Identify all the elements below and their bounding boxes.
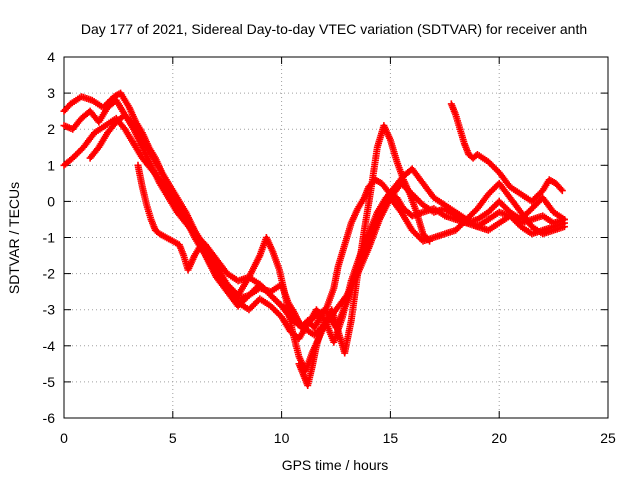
y-tick-label: -5 — [43, 374, 56, 390]
y-tick-label: 3 — [47, 85, 55, 101]
series-b — [60, 114, 568, 346]
y-tick-label: -2 — [43, 266, 56, 282]
y-tick-label: -1 — [43, 230, 56, 246]
y-tick-label: 0 — [47, 193, 55, 209]
data-point — [557, 185, 565, 193]
data-points — [60, 89, 568, 390]
data-point — [320, 318, 328, 326]
y-axis-title: SDTVAR / TECUs — [6, 182, 22, 294]
data-point — [424, 236, 432, 244]
y-tick-label: 2 — [47, 121, 55, 137]
grid-lines — [64, 57, 608, 418]
series-e — [134, 122, 434, 375]
x-tick-label: 20 — [491, 430, 507, 446]
chart-title: Day 177 of 2021, Sidereal Day-to-day VTE… — [81, 21, 587, 37]
data-point — [560, 215, 568, 223]
x-tick-label: 15 — [383, 430, 399, 446]
y-tick-label: 1 — [47, 157, 55, 173]
data-point — [560, 223, 568, 231]
y-tick-label: -3 — [43, 302, 56, 318]
x-axis-title: GPS time / hours — [282, 457, 389, 473]
y-tick-label: -4 — [43, 338, 56, 354]
axis-ticks: 0 5 10 15 20 25 -6 -5 -4 -3 -2 -1 0 1 2 3 4 — [43, 49, 616, 446]
y-tick-label: -6 — [43, 410, 56, 426]
series-d — [86, 111, 568, 332]
x-tick-label: 10 — [274, 430, 290, 446]
data-point — [558, 187, 566, 195]
x-tick-label: 0 — [60, 430, 68, 446]
x-tick-label: 25 — [600, 430, 616, 446]
x-tick-label: 5 — [169, 430, 177, 446]
y-tick-label: 4 — [47, 49, 55, 65]
data-point — [426, 237, 434, 245]
series-f — [295, 100, 566, 390]
